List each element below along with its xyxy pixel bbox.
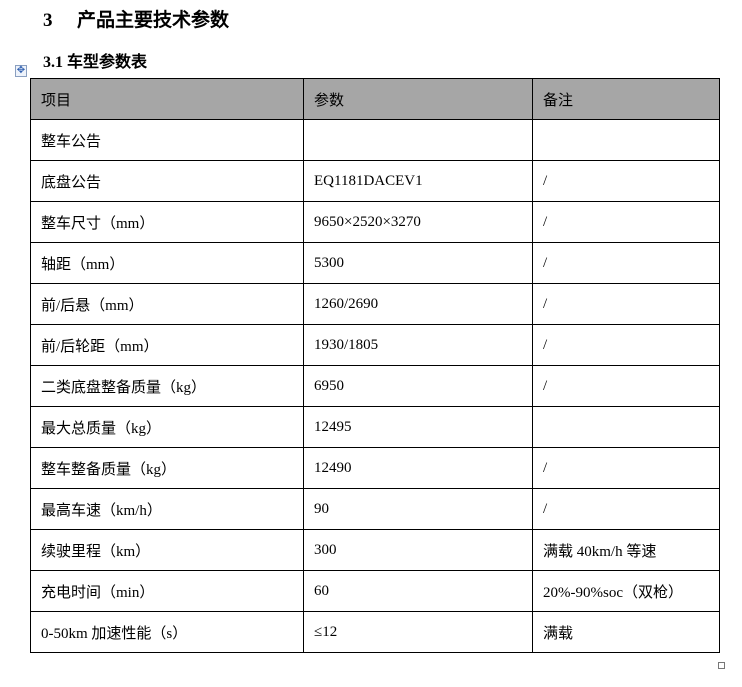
cell-remark: 满载 40km/h 等速: [532, 529, 720, 571]
table-row: 前/后悬（mm） 1260/2690/: [30, 283, 720, 325]
cell-item: 轴距（mm）: [30, 242, 304, 284]
table-row: 续驶里程（km） 300 满载 40km/h 等速: [30, 529, 720, 571]
table-move-handle-icon[interactable]: ✥: [15, 65, 27, 77]
table-row: 最高车速（km/h） 90/: [30, 488, 720, 530]
header-item: 项目: [30, 78, 304, 120]
cell-parameter: 5300: [303, 242, 533, 284]
cell-item: 整车公告: [30, 119, 304, 161]
cell-parameter: ≤12: [303, 611, 533, 653]
section-number: 3: [43, 10, 53, 31]
cell-parameter: [303, 119, 533, 161]
table-row: 整车公告: [30, 119, 720, 161]
cell-parameter: 90: [303, 488, 533, 530]
table-header-row: 项目 参数 备注: [30, 78, 720, 120]
table-row: 充电时间（min） 60 20%-90%soc（双枪）: [30, 570, 720, 612]
cell-parameter: EQ1181DACEV1: [303, 160, 533, 202]
vehicle-parameter-table: 项目 参数 备注 整车公告 底盘公告 EQ1181DACEV1/整车尺寸（mm） 96…: [30, 78, 720, 653]
cell-item: 前/后悬（mm）: [30, 283, 304, 325]
cell-parameter: 12495: [303, 406, 533, 448]
cell-item: 最高车速（km/h）: [30, 488, 304, 530]
cell-parameter: 12490: [303, 447, 533, 489]
cell-parameter: 1930/1805: [303, 324, 533, 366]
table-row: 整车尺寸（mm） 9650×2520×3270/: [30, 201, 720, 243]
cell-parameter: 1260/2690: [303, 283, 533, 325]
cell-remark: [532, 119, 720, 161]
table-row: 二类底盘整备质量（kg） 6950/: [30, 365, 720, 407]
cell-item: 续驶里程（km）: [30, 529, 304, 571]
cell-parameter: 60: [303, 570, 533, 612]
table-row: 轴距（mm） 5300/: [30, 242, 720, 284]
cell-item: 二类底盘整备质量（kg）: [30, 365, 304, 407]
cell-item: 0-50km 加速性能（s）: [30, 611, 304, 653]
cell-remark: [532, 406, 720, 448]
cell-remark: /: [532, 201, 720, 243]
cell-remark: /: [532, 324, 720, 366]
table-row: 整车整备质量（kg） 12490/: [30, 447, 720, 489]
cell-item: 充电时间（min）: [30, 570, 304, 612]
table-row: 最大总质量（kg） 12495: [30, 406, 720, 448]
cell-remark: /: [532, 488, 720, 530]
header-remark: 备注: [532, 78, 720, 120]
section-title: 产品主要技术参数: [77, 10, 230, 31]
cell-item: 底盘公告: [30, 160, 304, 202]
cell-item: 整车整备质量（kg）: [30, 447, 304, 489]
cell-parameter: 6950: [303, 365, 533, 407]
cell-item: 前/后轮距（mm）: [30, 324, 304, 366]
cell-parameter: 300: [303, 529, 533, 571]
subsection-heading: 3.1 车型参数表: [43, 54, 148, 71]
section-heading: 3 产品主要技术参数: [43, 5, 229, 32]
table-row: 底盘公告 EQ1181DACEV1/: [30, 160, 720, 202]
cell-remark: /: [532, 283, 720, 325]
header-parameter: 参数: [303, 78, 533, 120]
cell-remark: /: [532, 242, 720, 284]
cell-remark: 满载: [532, 611, 720, 653]
table-row: 前/后轮距（mm） 1930/1805/: [30, 324, 720, 366]
cell-parameter: 9650×2520×3270: [303, 201, 533, 243]
table-resize-handle[interactable]: [718, 662, 725, 669]
cell-remark: /: [532, 160, 720, 202]
cell-item: 整车尺寸（mm）: [30, 201, 304, 243]
table-row: 0-50km 加速性能（s） ≤12 满载: [30, 611, 720, 653]
cell-remark: /: [532, 447, 720, 489]
cell-remark: 20%-90%soc（双枪）: [532, 570, 720, 612]
cell-remark: /: [532, 365, 720, 407]
cell-item: 最大总质量（kg）: [30, 406, 304, 448]
